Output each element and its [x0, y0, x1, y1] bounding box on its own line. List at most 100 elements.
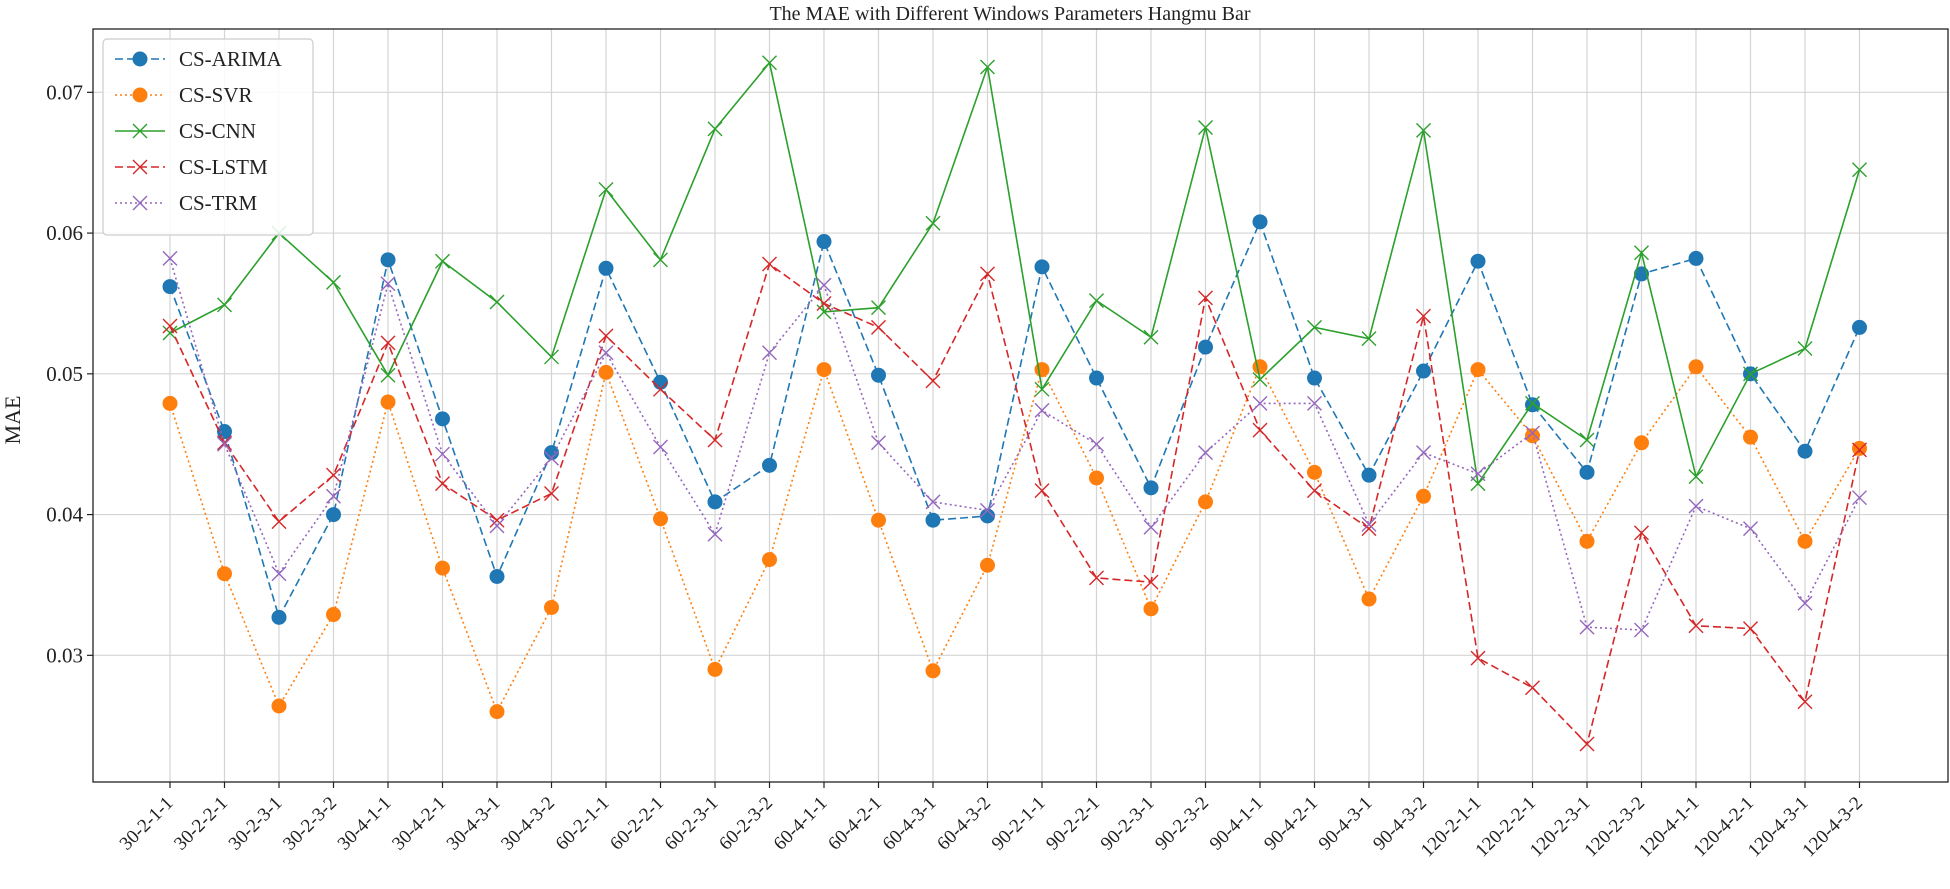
data-point — [217, 435, 232, 451]
data-point — [1143, 574, 1159, 590]
data-point — [162, 279, 178, 295]
data-point — [1034, 483, 1050, 499]
series-cs-cnn — [162, 55, 1867, 492]
data-point — [544, 450, 559, 466]
data-point — [1143, 329, 1159, 345]
data-point — [1852, 319, 1867, 335]
data-point — [762, 552, 777, 568]
data-point — [925, 512, 941, 528]
data-point — [435, 411, 450, 427]
data-point — [1743, 366, 1758, 382]
data-point — [1089, 470, 1104, 486]
data-point — [816, 234, 832, 250]
axes: 30-2-1-130-2-2-130-2-3-130-2-3-230-4-1-1… — [46, 28, 1949, 862]
data-point — [1034, 381, 1050, 397]
data-point — [1688, 359, 1704, 375]
series-line — [169, 364, 1861, 714]
data-point — [1198, 339, 1213, 355]
legend-label: CS-LSTM — [179, 155, 268, 179]
data-point — [762, 345, 777, 361]
x-tick-label: 30-2-1-1 — [116, 793, 178, 855]
x-tick-label: 30-2-3-1 — [225, 793, 287, 855]
x-tick-label: 90-2-3-1 — [1097, 793, 1159, 855]
y-axis-label: MAE — [0, 396, 25, 445]
data-point — [1034, 402, 1050, 418]
x-tick-label: 90-2-1-1 — [988, 793, 1050, 855]
data-point — [489, 512, 505, 528]
data-point — [598, 181, 614, 197]
data-point — [1688, 469, 1704, 485]
x-tick-label: 60-4-3-2 — [933, 793, 995, 855]
data-point — [326, 488, 341, 504]
y-tick-label: 0.06 — [46, 221, 83, 245]
data-point — [271, 566, 287, 582]
x-tick-label: 60-2-3-1 — [661, 793, 723, 855]
series-cs-svr — [162, 359, 1867, 720]
x-tick-label: 90-4-2-1 — [1260, 793, 1322, 855]
data-point — [1416, 308, 1431, 324]
data-point — [1579, 432, 1595, 448]
x-tick-label: 60-4-2-1 — [824, 793, 886, 855]
data-point — [980, 508, 995, 524]
data-point — [326, 607, 341, 623]
plot-frame — [92, 28, 1949, 783]
data-point — [326, 507, 341, 523]
data-point — [271, 514, 287, 530]
data-point — [980, 59, 995, 75]
data-point — [1252, 214, 1268, 230]
data-point — [598, 328, 614, 344]
series-cs-arima — [162, 214, 1867, 625]
x-tick-label: 60-2-2-1 — [606, 793, 668, 855]
data-point — [871, 319, 886, 335]
legend-label: CS-TRM — [179, 191, 258, 215]
data-point — [1034, 259, 1050, 275]
data-point — [1470, 362, 1486, 378]
data-point — [1743, 429, 1758, 445]
data-point — [1416, 122, 1431, 138]
data-point — [1797, 443, 1813, 459]
data-point — [1307, 319, 1322, 335]
data-point — [871, 435, 886, 451]
data-point — [1361, 516, 1377, 532]
data-point — [762, 457, 777, 473]
legend-item: CS-ARIMA — [115, 47, 283, 71]
data-point — [1852, 162, 1867, 178]
data-point — [1688, 618, 1704, 634]
data-point — [1198, 445, 1213, 461]
chart-title: The MAE with Different Windows Parameter… — [769, 3, 1250, 25]
x-tick-label: 30-4-3-2 — [497, 793, 559, 855]
x-tick-label: 30-4-3-1 — [443, 793, 505, 855]
data-point — [1252, 371, 1268, 387]
data-point — [598, 345, 614, 361]
data-point — [1525, 425, 1540, 441]
data-point — [925, 663, 941, 679]
data-point — [1525, 428, 1540, 444]
data-point — [1525, 395, 1540, 411]
data-point — [162, 250, 178, 266]
data-point — [871, 512, 886, 528]
data-point — [1525, 680, 1540, 696]
data-point — [1089, 436, 1104, 452]
data-point — [598, 364, 614, 380]
legend-marker — [132, 195, 148, 211]
data-point — [217, 566, 232, 582]
data-point — [271, 698, 287, 714]
x-tick-label: 30-2-3-2 — [279, 793, 341, 855]
legend-marker — [132, 159, 148, 175]
data-point — [1579, 464, 1595, 480]
x-tick-label: 90-4-1-1 — [1206, 793, 1268, 855]
legend-label: CS-SVR — [179, 83, 253, 107]
data-point — [1143, 601, 1159, 617]
data-point — [707, 661, 723, 677]
data-point — [1634, 622, 1649, 638]
legend: CS-ARIMA CS-SVR CS-CNN CS-LSTM CS-TRM — [102, 38, 314, 236]
data-point — [871, 367, 886, 383]
x-tick-label: 60-2-1-1 — [552, 793, 614, 855]
data-point — [1198, 494, 1213, 510]
x-tick-label: 120-4-3-2 — [1798, 793, 1867, 862]
data-point — [544, 445, 559, 461]
data-point — [1852, 490, 1867, 506]
data-point — [816, 362, 832, 378]
data-point — [544, 485, 559, 501]
